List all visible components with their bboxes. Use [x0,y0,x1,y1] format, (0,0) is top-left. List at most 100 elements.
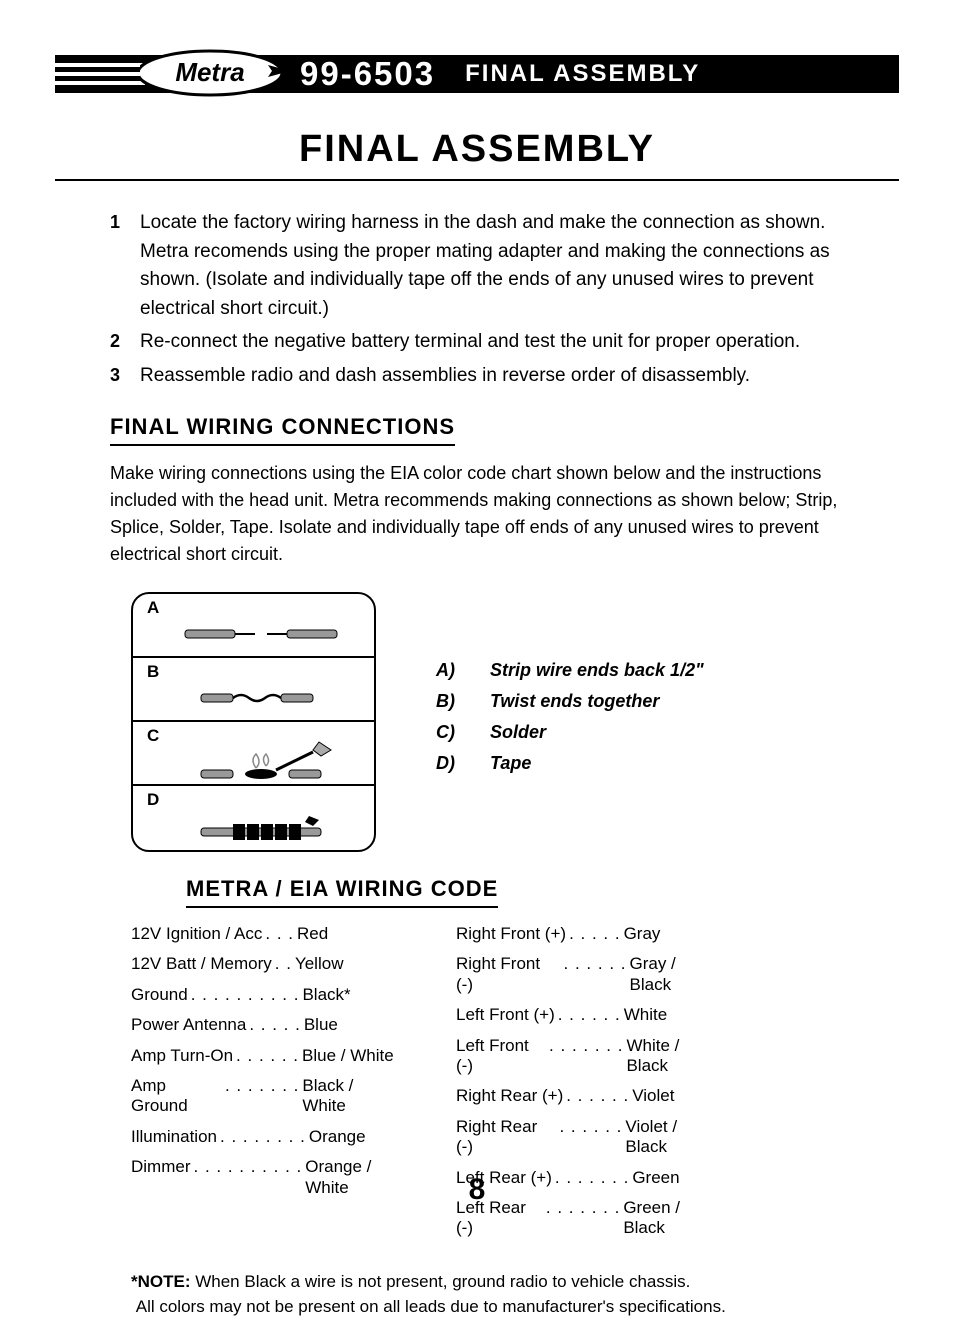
legend-key: B) [436,691,490,712]
page-number: 8 [469,1173,486,1207]
dots: . . . . . . . [552,1168,632,1188]
step-2: 2Re-connect the negative battery termina… [110,328,874,357]
wiring-row: Dimmer . . . . . . . . . .Orange / White [131,1157,396,1198]
wiring-row: Right Rear (-) . . . . . .Violet / Black [456,1117,721,1158]
page-title: FINAL ASSEMBLY [55,128,899,181]
step-num: 1 [110,209,140,323]
wiring-row: Left Rear (-) . . . . . . .Green / Black [456,1198,721,1239]
diagram-row-b: B [133,658,374,722]
dots: . . . [262,924,297,944]
legend-text: Tape [490,753,531,774]
wiring-connections-heading: FINAL WIRING CONNECTIONS [110,414,455,446]
legend-item: A)Strip wire ends back 1/2" [436,660,704,681]
step-num: 3 [110,362,140,391]
wire-color: Black / White [302,1076,396,1117]
diagram-label: A [147,598,159,618]
diagram-row: A B C D A)Strip wire ends back 1/2" B)Tw… [55,592,899,852]
dots: . . . . . [246,1015,304,1035]
wire-color: Blue / White [302,1046,394,1066]
note-bold: *NOTE: [131,1272,191,1291]
wiring-row: Left Rear (+). . . . . . .Green [456,1168,721,1188]
wiring-row: Left Front (+) . . . . . .White [456,1005,721,1025]
wire-label: Right Rear (-) [456,1117,556,1158]
note-text: *NOTE: When Black a wire is not present,… [55,1269,899,1320]
twist-wire-icon [181,686,341,710]
wire-color: Gray / Black [630,954,722,995]
dots: . . [272,954,295,974]
wiring-row: 12V Batt / Memory. .Yellow [131,954,396,974]
wire-label: Left Front (-) [456,1036,546,1077]
wiring-col-right: Right Front (+) . . . . .GrayRight Front… [456,924,721,1249]
wire-label: 12V Batt / Memory [131,954,272,974]
step-3: 3Reassemble radio and dash assemblies in… [110,362,874,391]
tape-icon [181,812,341,842]
note-line2: All colors may not be present on all lea… [136,1297,726,1316]
wire-label: Amp Ground [131,1076,222,1117]
note-line1: When Black a wire is not present, ground… [191,1272,691,1291]
legend-text: Strip wire ends back 1/2" [490,660,704,681]
wire-label: Right Front (+) [456,924,566,944]
wiring-col-left: 12V Ignition / Acc. . .Red 12V Batt / Mem… [131,924,396,1249]
diagram-legend: A)Strip wire ends back 1/2" B)Twist ends… [436,660,704,784]
wire-label: Right Front (-) [456,954,561,995]
section-label: FINAL ASSEMBLY [465,60,700,88]
step-1: 1Locate the factory wiring harness in th… [110,209,874,323]
legend-item: B)Twist ends together [436,691,704,712]
wire-color: Red [297,924,328,944]
wire-color: Blue [304,1015,338,1035]
wire-color: Violet / Black [625,1117,721,1158]
dots: . . . . . . . . [217,1127,309,1147]
dots: . . . . . . . [546,1036,626,1077]
wire-label: Dimmer [131,1157,191,1198]
wire-color: Black* [302,985,350,1005]
wiring-row: Left Front (-). . . . . . .White / Black [456,1036,721,1077]
wire-label: Amp Turn-On [131,1046,233,1066]
svg-text:Metra: Metra [175,57,244,87]
wire-color: Violet [632,1086,674,1106]
diagram-row-d: D [133,786,374,850]
dots: . . . . . . . [543,1198,623,1239]
wire-color: Green [632,1168,679,1188]
dots: . . . . . . . [222,1076,302,1117]
diagram-row-a: A [133,594,374,658]
wire-color: Orange [309,1127,366,1147]
header-bar: Metra 99-6503 FINAL ASSEMBLY [55,55,899,93]
dots: . . . . . . . . . . [191,1157,306,1198]
wire-label: Ground [131,985,188,1005]
wiring-row: Power Antenna. . . . .Blue [131,1015,396,1035]
dots: . . . . . [566,924,624,944]
legend-key: A) [436,660,490,681]
step-text: Locate the factory wiring harness in the… [140,209,874,323]
wiring-row: Illumination. . . . . . . .Orange [131,1127,396,1147]
dots: . . . . . . [563,1086,632,1106]
wire-color: White [624,1005,667,1025]
wire-color: Gray [624,924,661,944]
dots: . . . . . . [556,1117,625,1158]
solder-icon [181,740,341,784]
wiring-row: Amp Ground. . . . . . .Black / White [131,1076,396,1117]
wire-label: Power Antenna [131,1015,246,1035]
metra-logo: Metra [140,43,300,103]
wire-color: White / Black [626,1036,721,1077]
dots: . . . . . . [555,1005,624,1025]
legend-key: D) [436,753,490,774]
dots: . . . . . . . . . . [188,985,303,1005]
dots: . . . . . . [561,954,630,995]
wiring-row: Amp Turn-On . . . . . .Blue / White [131,1046,396,1066]
wire-color: Orange / White [305,1157,396,1198]
strip-wire-icon [181,624,341,644]
diagram-label: B [147,662,159,682]
wire-label: 12V Ignition / Acc [131,924,262,944]
wire-label: Illumination [131,1127,217,1147]
wire-color: Yellow [295,954,344,974]
step-text: Re-connect the negative battery terminal… [140,328,800,357]
legend-item: D)Tape [436,753,704,774]
dots: . . . . . . [233,1046,302,1066]
diagram-row-c: C [133,722,374,786]
wiring-intro-text: Make wiring connections using the EIA co… [110,460,844,568]
wiring-code-heading: METRA / EIA WIRING CODE [186,876,498,908]
wire-label: Left Front (+) [456,1005,555,1025]
wiring-row: Right Front (+) . . . . .Gray [456,924,721,944]
diagram-label: C [147,726,159,746]
step-text: Reassemble radio and dash assemblies in … [140,362,750,391]
